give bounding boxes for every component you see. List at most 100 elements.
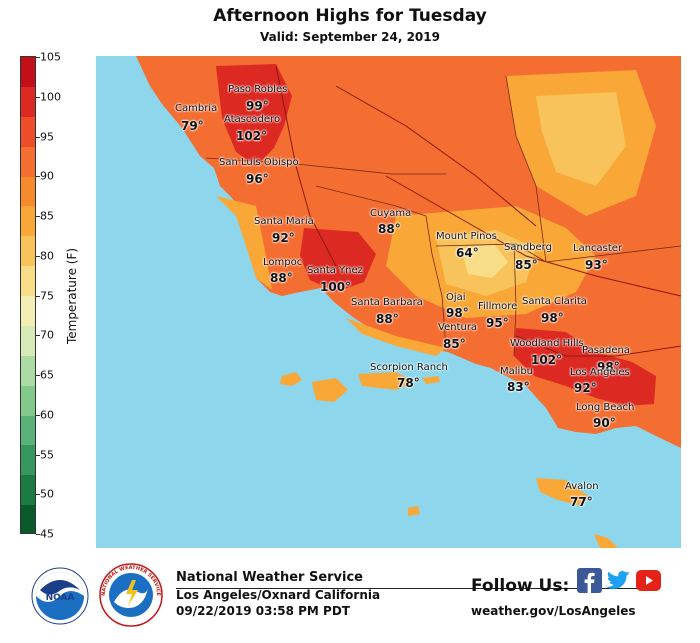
colorbar-tick-mark [36,375,40,376]
station-name: Avalon [565,481,599,492]
station-temp: 88° [376,312,399,326]
island-anacapa [422,376,440,384]
station-temp: 99° [246,99,269,113]
colorbar-tick-mark [36,136,40,138]
colorbar-band [21,236,35,267]
island-santa-catalina [536,478,588,506]
station-temp: 64° [456,246,479,260]
cool-zone-north [536,92,626,186]
website-link[interactable]: weather.gov/LosAngeles [471,604,636,618]
temperature-map [96,56,681,548]
map-subtitle: Valid: September 24, 2019 [260,30,440,44]
station-temp: 83° [507,380,530,394]
colorbar-tick-mark [36,494,40,496]
station-temp: 93° [585,258,608,272]
station-name: San Luis Obispo [219,157,299,168]
colorbar-band [21,385,35,416]
colorbar-label: Temperature (F) [65,247,79,345]
colorbar-band [21,266,35,296]
colorbar-tick-mark [36,295,40,297]
station-name: Santa Clarita [522,296,587,307]
mild-zone-coast [216,196,272,290]
station-name: Paso Robles [228,84,288,95]
hot-zone-paso [216,64,292,166]
colorbar-band [21,86,35,117]
colorbar-tick-label: 105 [40,50,61,64]
colorbar-tick-mark [36,216,40,217]
station-temp: 85° [515,258,538,272]
station-temp: 102° [236,129,268,143]
twitter-icon[interactable] [606,568,631,593]
colorbar-tick-mark [36,414,40,416]
colorbar-band [21,415,35,446]
colorbar-band [21,325,35,356]
colorbar-tick-label: 80 [40,249,54,263]
station-name: Malibu [500,366,533,377]
colorbar-band [21,505,35,533]
footer-divider [176,588,641,589]
island-santa-barbara [408,506,420,516]
station-temp: 78° [397,376,420,390]
station-temp: 92° [574,381,597,395]
station-name: Long Beach [576,402,635,413]
colorbar-tick-label: 75 [40,289,54,302]
colorbar-tick-label: 100 [40,90,61,104]
office-name: Los Angeles/Oxnard California [176,588,381,602]
colorbar-band [21,445,35,476]
noaa-logo-text: NOAA [46,593,75,603]
colorbar-band [21,57,35,87]
follow-us-label: Follow Us: [471,576,570,596]
island-santa-rosa [312,378,348,402]
map-title: Afternoon Highs for Tuesday [213,6,487,26]
station-temp: 98° [541,311,564,325]
colorbar-tick-mark [36,176,40,178]
station-name: Sandberg [504,242,552,253]
station-name: Santa Barbara [351,297,423,308]
station-name: Los Angeles [570,367,630,378]
station-temp: 90° [593,416,616,430]
issued-time: 09/22/2019 03:58 PM PDT [176,604,350,618]
colorbar-tick-label: 45 [40,527,54,541]
colorbar-tick-mark [36,57,40,58]
station-name: Scorpion Ranch [370,362,448,373]
facebook-icon[interactable] [577,568,602,593]
station-name: Mount Pinos [436,231,497,242]
station-temp: 92° [272,231,295,245]
colorbar-tick-mark [36,454,40,456]
cool-zone-peaks [461,244,508,278]
station-temp: 96° [246,172,269,186]
station-name: Lompoc [263,257,303,268]
station-temp: 102° [531,353,563,367]
colorbar-tick-mark [36,96,40,98]
colorbar-tick-mark [36,255,40,257]
station-temp: 98° [597,360,620,374]
colorbar-band [21,296,35,326]
station-temp: 95° [486,316,509,330]
temperature-colorbar [20,56,36,534]
colorbar-band [21,475,35,506]
colorbar-tick-label: 90 [40,169,54,183]
island-san-miguel [280,372,302,386]
agency-name: National Weather Service [176,570,363,585]
colorbar-tick-mark [36,534,40,535]
station-temp: 98° [446,306,469,320]
station-name: Santa Ynez [307,265,363,276]
colorbar-tick-label: 65 [40,368,54,382]
station-name: Cuyama [370,208,412,219]
station-name: Fillmore [478,301,518,312]
colorbar-band [21,116,35,147]
station-name: Pasadena [582,345,631,356]
colorbar-band [21,176,35,207]
station-name: Woodland Hills [510,338,584,349]
station-name: Cambria [175,103,218,114]
colorbar-band [21,206,35,237]
station-temp: 85° [443,337,466,351]
hot-zone-santa-ynez [300,228,376,292]
nws-logo: NATIONAL WEATHER SERVICE [99,563,163,627]
youtube-icon[interactable] [636,568,661,593]
colorbar-band [21,146,35,177]
station-temp: 100° [320,280,352,294]
island-san-clemente [594,534,618,548]
colorbar-tick-label: 70 [40,328,54,342]
station-temp: 79° [181,119,204,133]
